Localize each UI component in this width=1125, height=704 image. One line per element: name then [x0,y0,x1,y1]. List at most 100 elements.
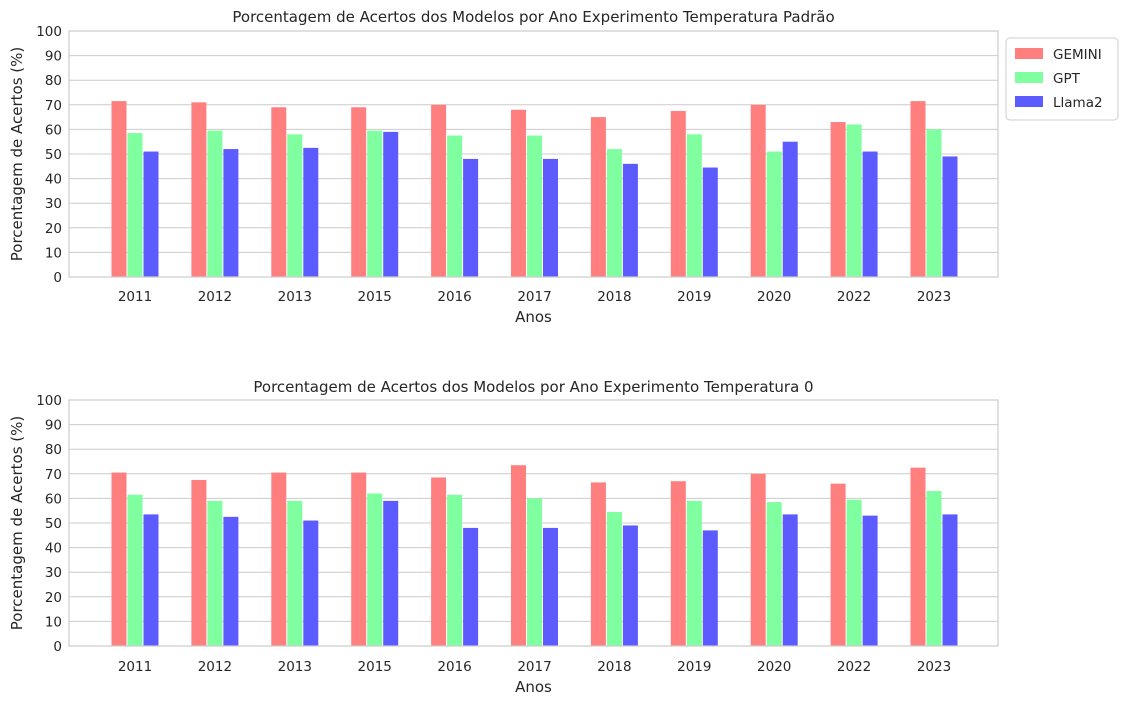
bar-gpt-2015 [367,493,383,646]
bar-gemini-2018 [590,117,606,277]
x-tick-label: 2018 [597,289,631,305]
legend: GEMINI GPT Llama2 [1005,37,1119,121]
bar-gemini-2013 [271,107,287,277]
x-tick-label: 2023 [917,659,951,675]
y-tick-label: 90 [45,418,62,434]
bar-llama2-2011 [143,514,159,646]
y-tick-label: 60 [45,491,62,507]
chart-2: 0 10 20 30 40 50 60 70 80 90 100 2011 2012 2013 2015 20… [8,378,999,696]
bar-gemini-2015 [351,472,367,646]
bar-llama2-2013 [303,520,319,646]
y-tick-label: 70 [45,467,62,483]
bar-llama2-2016 [463,527,479,646]
y-tick-label: 50 [45,147,62,163]
x-tick-label: 2012 [198,659,232,675]
bar-gemini-2023 [910,467,926,646]
x-tick-label: 2012 [198,289,232,305]
x-tick-label: 2023 [917,289,951,305]
x-tick-label: 2020 [757,659,791,675]
bar-gpt-2022 [846,124,862,277]
bar-gpt-2022 [846,499,862,646]
bar-llama2-2022 [862,151,878,277]
bar-gemini-2015 [351,107,367,277]
bar-llama2-2018 [622,525,638,646]
bar-gemini-2011 [111,101,127,277]
bar-llama2-2013 [303,147,319,277]
x-axis-label: Anos [515,678,552,696]
chart-title: Porcentagem de Acertos dos Modelos por A… [253,378,813,396]
x-tick-label: 2015 [358,289,392,305]
bar-llama2-2023 [942,156,958,277]
bar-llama2-2012 [223,149,239,277]
bar-llama2-2020 [782,514,798,646]
chart-1: 0 10 20 30 40 50 60 70 80 90 100 2011 2012 2013 2015 20… [8,8,1119,326]
y-tick-label: 20 [45,221,62,237]
bar-gpt-2017 [527,498,542,646]
y-tick-label: 50 [45,516,62,532]
bar-gemini-2019 [670,481,686,646]
bar-llama2-2019 [702,530,718,646]
bar-gemini-2016 [431,477,447,646]
bar-llama2-2011 [143,151,159,277]
bar-gpt-2023 [926,129,942,277]
bar-gemini-2022 [830,122,846,278]
y-axis-label: Porcentagem de Acertos (%) [8,47,26,261]
x-tick-label: 2020 [757,289,791,305]
bar-gpt-2018 [606,511,622,646]
bar-llama2-2020 [782,141,798,277]
y-tick-label: 100 [36,24,62,40]
y-tick-label: 30 [45,565,62,581]
plot-frame [68,399,999,647]
y-tick-label: 80 [45,442,62,458]
bar-gpt-2023 [926,491,942,646]
x-tick-label: 2022 [837,289,871,305]
x-tick-label: 2011 [118,289,152,305]
bar-llama2-2022 [862,515,878,646]
bar-gpt-2015 [367,130,383,277]
bar-gpt-2016 [447,135,463,277]
bar-llama2-2019 [702,167,718,277]
bar-gpt-2020 [766,151,782,277]
y-tick-label: 10 [45,614,62,630]
bar-gpt-2018 [606,149,622,277]
bar-gpt-2012 [207,130,223,277]
bar-llama2-2015 [383,500,399,646]
bar-gemini-2020 [750,473,766,646]
bar-llama2-2016 [463,158,479,277]
x-tick-label: 2022 [837,659,871,675]
y-tick-label: 80 [45,73,62,89]
y-tick-label: 100 [36,393,62,409]
y-tick-label: 10 [45,245,62,261]
bar-gemini-2012 [191,102,207,277]
bar-gemini-2017 [511,109,526,277]
bar-llama2-2018 [622,163,638,277]
x-tick-label: 2011 [118,659,152,675]
bar-gemini-2013 [271,472,287,646]
bar-llama2-2017 [543,527,558,646]
bar-gpt-2019 [686,500,702,646]
x-axis-label: Anos [515,308,552,326]
y-tick-label: 20 [45,590,62,606]
bar-gpt-2019 [686,134,702,277]
bar-gemini-2022 [830,483,846,646]
y-axis-label: Porcentagem de Acertos (%) [8,416,26,630]
y-tick-label: 60 [45,122,62,138]
legend-swatch-gemini [1015,48,1043,59]
bar-llama2-2015 [383,131,399,277]
bar-llama2-2023 [942,514,958,646]
x-tick-label: 2017 [517,659,551,675]
x-tick-label: 2019 [677,289,711,305]
y-tick-label: 70 [45,98,62,114]
bar-gpt-2012 [207,500,223,646]
x-tick-label: 2015 [358,659,392,675]
x-tick-label: 2018 [597,659,631,675]
y-tick-label: 30 [45,196,62,212]
legend-swatch-gpt [1015,72,1043,83]
bar-gemini-2023 [910,101,926,277]
legend-label-llama2: Llama2 [1053,95,1103,111]
bar-gpt-2013 [287,500,303,646]
bar-gemini-2017 [511,465,526,646]
plot-frame [68,30,999,278]
x-tick-label: 2016 [437,289,471,305]
